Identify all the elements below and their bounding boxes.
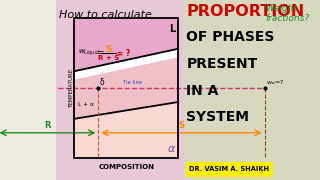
Polygon shape [74,49,178,80]
Text: IN A: IN A [187,84,219,98]
Text: Weight
fractions?: Weight fractions? [266,4,310,23]
Text: L: L [170,24,176,34]
Text: How to calculate: How to calculate [60,10,152,20]
Text: = ?: = ? [117,48,131,57]
Text: R: R [44,121,51,130]
Text: $w_{Liquid}$: $w_{Liquid}$ [78,48,100,58]
Text: COMPOSITION: COMPOSITION [98,164,154,170]
Polygon shape [74,18,178,71]
Text: =: = [97,48,104,57]
Polygon shape [74,57,178,119]
Bar [56,0,184,180]
Text: Tie line: Tie line [123,80,142,85]
Text: PRESENT: PRESENT [187,57,258,71]
Text: PROPORTION: PROPORTION [187,4,305,19]
Polygon shape [74,102,178,158]
Text: DR. VASIM A. SHAIKH: DR. VASIM A. SHAIKH [189,166,269,172]
FancyBboxPatch shape [186,161,273,177]
Text: R + S: R + S [98,55,120,60]
Text: S: S [106,45,112,54]
Text: δ: δ [100,78,105,87]
Text: $w_\alpha$=?: $w_\alpha$=? [267,78,285,87]
Text: S: S [179,121,185,130]
Text: TEMPERATURE: TEMPERATURE [69,68,74,108]
Text: α: α [168,144,175,154]
Bar [74,18,178,158]
Bar [184,0,320,180]
Text: L + α: L + α [78,102,93,107]
Text: OF PHASES: OF PHASES [187,30,275,44]
Text: SYSTEM: SYSTEM [187,110,250,124]
